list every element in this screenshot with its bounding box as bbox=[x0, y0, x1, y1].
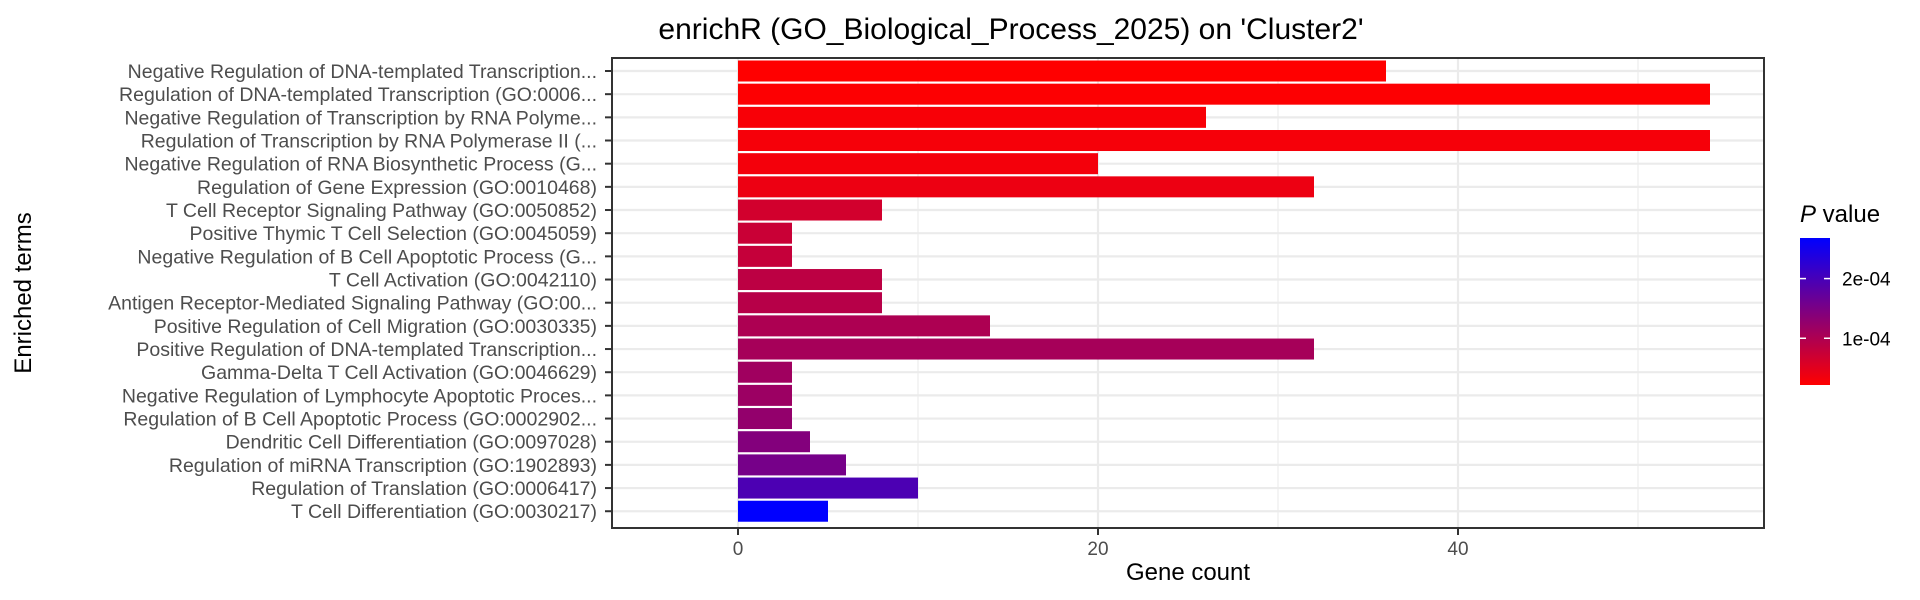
bar bbox=[738, 315, 990, 337]
y-tick-label: Dendritic Cell Differentiation (GO:00970… bbox=[226, 432, 597, 454]
y-tick-label: Regulation of B Cell Apoptotic Process (… bbox=[123, 409, 597, 431]
bar bbox=[738, 130, 1710, 152]
bar bbox=[738, 408, 792, 430]
y-tick-label: Negative Regulation of DNA-templated Tra… bbox=[128, 61, 597, 83]
bar bbox=[738, 292, 882, 314]
legend-tick-label: 1e-04 bbox=[1842, 329, 1891, 350]
x-tick-label: 40 bbox=[1447, 539, 1468, 560]
legend-title-italic: P bbox=[1800, 201, 1816, 228]
bar bbox=[738, 431, 810, 453]
bar bbox=[738, 106, 1206, 128]
legend-colorbar bbox=[1800, 238, 1830, 385]
y-tick-labels: Negative Regulation of DNA-templated Tra… bbox=[108, 61, 612, 523]
y-tick-label: Regulation of Translation (GO:0006417) bbox=[251, 478, 597, 500]
y-tick-label: Gamma-Delta T Cell Activation (GO:004662… bbox=[201, 362, 597, 384]
bar bbox=[738, 83, 1710, 105]
y-tick-label: Regulation of DNA-templated Transcriptio… bbox=[119, 84, 597, 106]
bar bbox=[738, 338, 1314, 360]
legend: P value 2e-04 1e-04 bbox=[1800, 201, 1891, 385]
panel-border bbox=[611, 57, 1765, 529]
chart-title: enrichR (GO_Biological_Process_2025) on … bbox=[658, 13, 1363, 46]
bar bbox=[738, 153, 1098, 175]
bar bbox=[738, 199, 882, 221]
y-tick-label: T Cell Receptor Signaling Pathway (GO:00… bbox=[166, 200, 597, 222]
bars bbox=[738, 60, 1710, 522]
plot-panel bbox=[611, 57, 1765, 529]
x-axis-title: Gene count bbox=[1126, 559, 1250, 586]
y-axis-title: Enriched terms bbox=[10, 212, 37, 373]
bar bbox=[738, 361, 792, 383]
bar bbox=[738, 269, 882, 291]
y-tick-label: Positive Regulation of Cell Migration (G… bbox=[154, 316, 597, 338]
y-tick-label: Negative Regulation of Transcription by … bbox=[124, 107, 597, 129]
bar bbox=[738, 176, 1314, 198]
y-tick-label: Negative Regulation of RNA Biosynthetic … bbox=[124, 154, 597, 176]
y-tick-label: Regulation of Gene Expression (GO:001046… bbox=[197, 177, 597, 199]
legend-ticks: 2e-04 1e-04 bbox=[1800, 270, 1891, 350]
x-tick-label: 0 bbox=[733, 539, 744, 560]
bar bbox=[738, 60, 1386, 82]
legend-title-rest: value bbox=[1816, 201, 1880, 228]
bar bbox=[738, 500, 828, 522]
legend-title: P value bbox=[1800, 201, 1880, 228]
x-axis: 0 20 40 bbox=[733, 528, 1469, 560]
y-tick-label: Positive Thymic T Cell Selection (GO:004… bbox=[189, 223, 597, 245]
y-tick-label: Positive Regulation of DNA-templated Tra… bbox=[136, 339, 597, 361]
bar bbox=[738, 384, 792, 406]
bar bbox=[738, 222, 792, 244]
bar bbox=[738, 477, 918, 499]
y-tick-label: Negative Regulation of B Cell Apoptotic … bbox=[137, 246, 597, 268]
bar bbox=[738, 245, 792, 267]
y-tick-label: Antigen Receptor-Mediated Signaling Path… bbox=[108, 293, 597, 315]
y-tick-label: T Cell Differentiation (GO:0030217) bbox=[291, 501, 597, 523]
y-tick-label: Regulation of miRNA Transcription (GO:19… bbox=[169, 455, 597, 477]
y-tick-label: Negative Regulation of Lymphocyte Apopto… bbox=[122, 385, 597, 407]
bar bbox=[738, 454, 846, 476]
y-tick-label: T Cell Activation (GO:0042110) bbox=[329, 270, 597, 292]
y-tick-label: Regulation of Transcription by RNA Polym… bbox=[141, 131, 597, 153]
x-tick-label: 20 bbox=[1087, 539, 1108, 560]
legend-tick-label: 2e-04 bbox=[1842, 270, 1891, 291]
